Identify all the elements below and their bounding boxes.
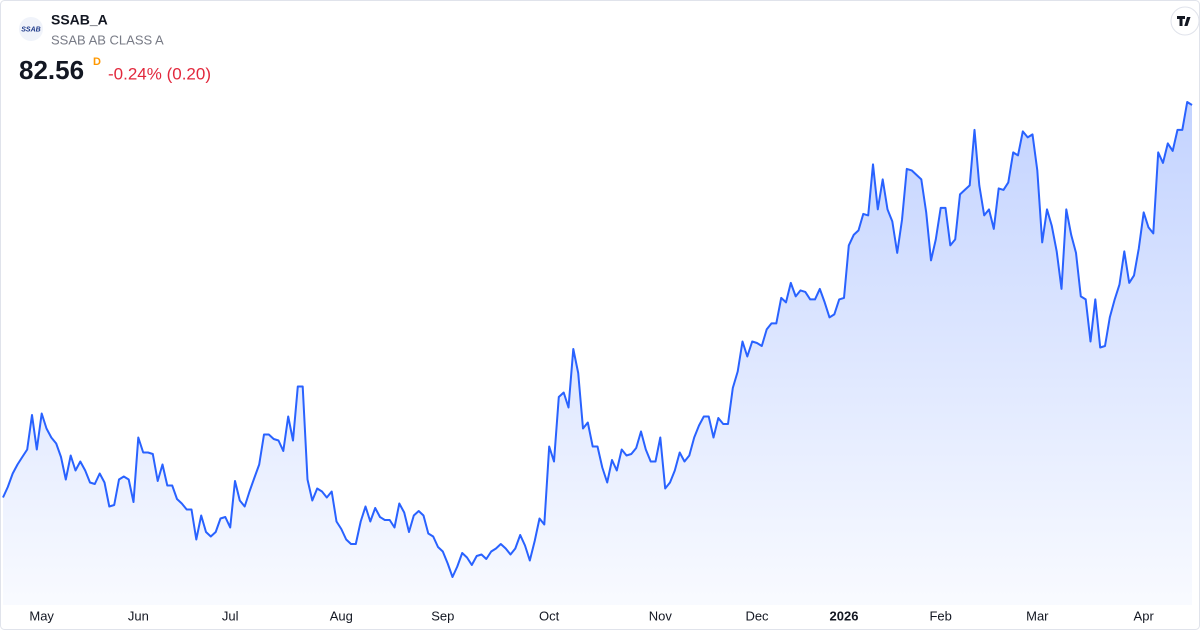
price-line [2,101,1193,578]
logo [19,17,43,41]
x-tick-label: Jul [222,608,239,623]
x-tick-label: Mar [1026,608,1049,623]
x-tick-label: Nov [649,608,673,623]
interval: D [93,56,101,68]
x-tick-label: Feb [929,608,951,623]
x-tick-label: Aug [330,608,353,623]
last-price: 82.56 [19,55,84,85]
logo-text: SSAB [21,26,40,33]
area-fill [3,102,1192,605]
symbol: SSAB_A [51,12,108,28]
x-tick-label: Sep [431,608,454,623]
x-tick-label: Jun [128,608,149,623]
price-change: -0.24% (0.20) [108,64,211,83]
x-tick-label: Apr [1134,608,1155,623]
x-tick-label: Dec [745,608,769,623]
tv-logo [1170,6,1200,36]
x-tick-label: Oct [539,608,560,623]
x-tick-label: May [29,608,54,623]
x-tick-label: 2026 [830,608,859,623]
description: SSAB AB CLASS A [51,32,164,47]
